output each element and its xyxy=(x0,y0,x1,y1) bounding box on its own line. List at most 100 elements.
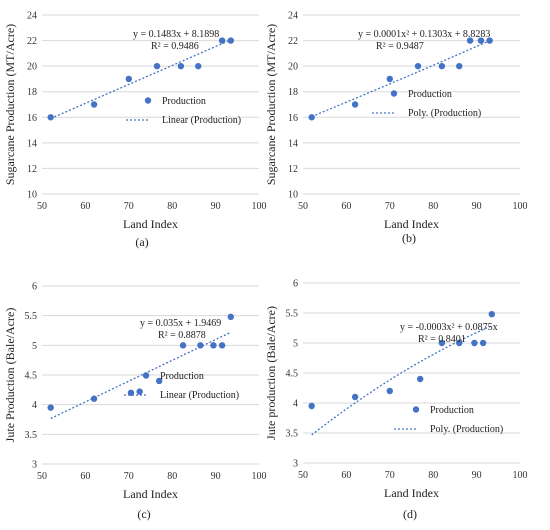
r-squared: R² = 0.8401 xyxy=(418,334,466,345)
x-tick-label: 60 xyxy=(80,471,90,482)
trend-equation: y = 0.0001x² + 0.1303x + 8.8283 xyxy=(358,29,490,40)
y-tick-label: 5 xyxy=(293,339,298,350)
legend-marker xyxy=(390,90,398,97)
data-point xyxy=(197,342,204,349)
legend-label-trend: Linear (Production) xyxy=(162,115,241,126)
y-tick-label: 22 xyxy=(288,36,298,47)
legend-label-trend: Linear (Production) xyxy=(160,390,239,401)
y-tick-label: 18 xyxy=(27,87,37,98)
legend-marker xyxy=(144,97,152,104)
x-tick-label: 70 xyxy=(385,470,395,481)
x-tick-label: 100 xyxy=(513,470,528,481)
data-point xyxy=(227,313,234,321)
y-tick-label: 12 xyxy=(27,164,37,175)
y-tick-label: 5.5 xyxy=(286,309,299,320)
panel-caption: (d) xyxy=(403,507,417,521)
data-point xyxy=(466,37,474,44)
y-tick-label: 3 xyxy=(32,460,37,471)
trendline xyxy=(50,331,232,420)
chart-panel-1: 10 12 14 16 18 20 22 24 50 60 70 80 90 100 Land Index S… xyxy=(3,11,267,250)
x-tick-label: 90 xyxy=(472,470,482,481)
chart-panel-2: 10 12 14 16 18 20 22 24 50 60 70 80 90 100 Land Index S… xyxy=(264,11,528,246)
y-tick-label: 16 xyxy=(288,113,298,124)
x-tick-label: 80 xyxy=(167,471,177,482)
data-point xyxy=(90,395,98,402)
y-tick-label: 14 xyxy=(27,138,37,149)
data-point xyxy=(479,339,487,347)
x-tick-label: 90 xyxy=(211,201,221,212)
r-squared: R² = 0.8878 xyxy=(158,330,206,341)
data-point xyxy=(438,62,446,70)
y-tick-label: 12 xyxy=(288,164,298,175)
data-point xyxy=(177,62,185,70)
data-point xyxy=(47,114,54,121)
data-point xyxy=(386,387,393,395)
y-tick-label: 24 xyxy=(288,11,298,22)
r-squared: R² = 0.9487 xyxy=(376,41,424,52)
x-axis-title: Land Index xyxy=(384,217,439,231)
x-axis-title: Land Index xyxy=(123,217,178,231)
r-squared: R² = 0.9486 xyxy=(151,41,199,52)
x-tick-label: 100 xyxy=(513,201,528,212)
data-point xyxy=(195,62,202,70)
data-point xyxy=(308,114,315,121)
x-tick-label: 80 xyxy=(428,201,438,212)
y-tick-label: 6 xyxy=(32,282,37,293)
y-tick-label: 3.5 xyxy=(286,429,299,440)
data-point xyxy=(136,388,143,395)
y-tick-label: 6 xyxy=(293,279,298,290)
legend-label-series: Production xyxy=(430,405,474,416)
y-tick-label: 14 xyxy=(288,138,298,149)
data-point xyxy=(155,377,163,385)
x-tick-label: 70 xyxy=(124,201,134,212)
y-axis-title: Sugarcane Production (MT/Acre) xyxy=(264,24,278,185)
y-axis-title: Sugarcane Production (MT/Acre) xyxy=(3,24,17,185)
chart-panel-4: 3 3.5 4 4.5 5 5.5 6 50 60 70 80 90 100 Land Index Jute… xyxy=(264,279,528,522)
trendline xyxy=(311,325,493,436)
y-tick-label: 4.5 xyxy=(25,371,38,382)
y-tick-label: 4.5 xyxy=(286,369,299,380)
data-point xyxy=(47,404,54,411)
y-axis-title: Jute production (Bale/Acre) xyxy=(264,306,278,440)
chart-panel-3: 3 3.5 4 4.5 5 5.5 6 50 60 70 80 90 100 Land Index Jute… xyxy=(3,282,267,522)
data-point xyxy=(488,311,495,318)
y-tick-label: 24 xyxy=(27,11,37,22)
x-tick-label: 90 xyxy=(211,471,221,482)
x-tick-label: 70 xyxy=(385,201,395,212)
legend-label-series: Production xyxy=(408,89,452,100)
trend-equation: y = 0.1483x + 8.1898 xyxy=(133,29,219,40)
y-tick-label: 16 xyxy=(27,113,37,124)
x-tick-label: 60 xyxy=(341,201,351,212)
x-tick-label: 60 xyxy=(80,201,90,212)
x-tick-label: 100 xyxy=(252,201,267,212)
panel-caption: (c) xyxy=(137,507,150,521)
data-point xyxy=(308,402,315,410)
x-axis-title: Land Index xyxy=(123,487,178,501)
x-tick-label: 90 xyxy=(472,201,482,212)
data-point xyxy=(456,62,463,70)
legend-marker xyxy=(412,406,420,413)
legend-label-series: Production xyxy=(162,96,206,107)
y-tick-label: 5.5 xyxy=(25,311,38,322)
data-point xyxy=(179,342,187,349)
y-tick-label: 20 xyxy=(27,62,37,73)
x-tick-label: 100 xyxy=(252,471,267,482)
y-tick-label: 3.5 xyxy=(25,430,38,441)
data-point xyxy=(438,339,446,347)
data-point xyxy=(477,37,485,44)
x-tick-label: 80 xyxy=(428,470,438,481)
y-tick-label: 4 xyxy=(32,400,37,411)
data-point xyxy=(218,342,226,349)
x-tick-label: 50 xyxy=(298,201,308,212)
data-point xyxy=(414,62,422,70)
data-point xyxy=(386,75,393,83)
legend-label-trend: Poly. (Production) xyxy=(430,424,503,435)
data-point xyxy=(125,75,132,83)
data-point xyxy=(456,339,463,347)
x-tick-label: 60 xyxy=(341,470,351,481)
y-tick-label: 22 xyxy=(27,36,37,47)
data-point xyxy=(90,101,98,108)
panel-caption: (b) xyxy=(402,231,416,245)
legend-marker xyxy=(142,372,150,379)
data-point xyxy=(210,342,217,349)
